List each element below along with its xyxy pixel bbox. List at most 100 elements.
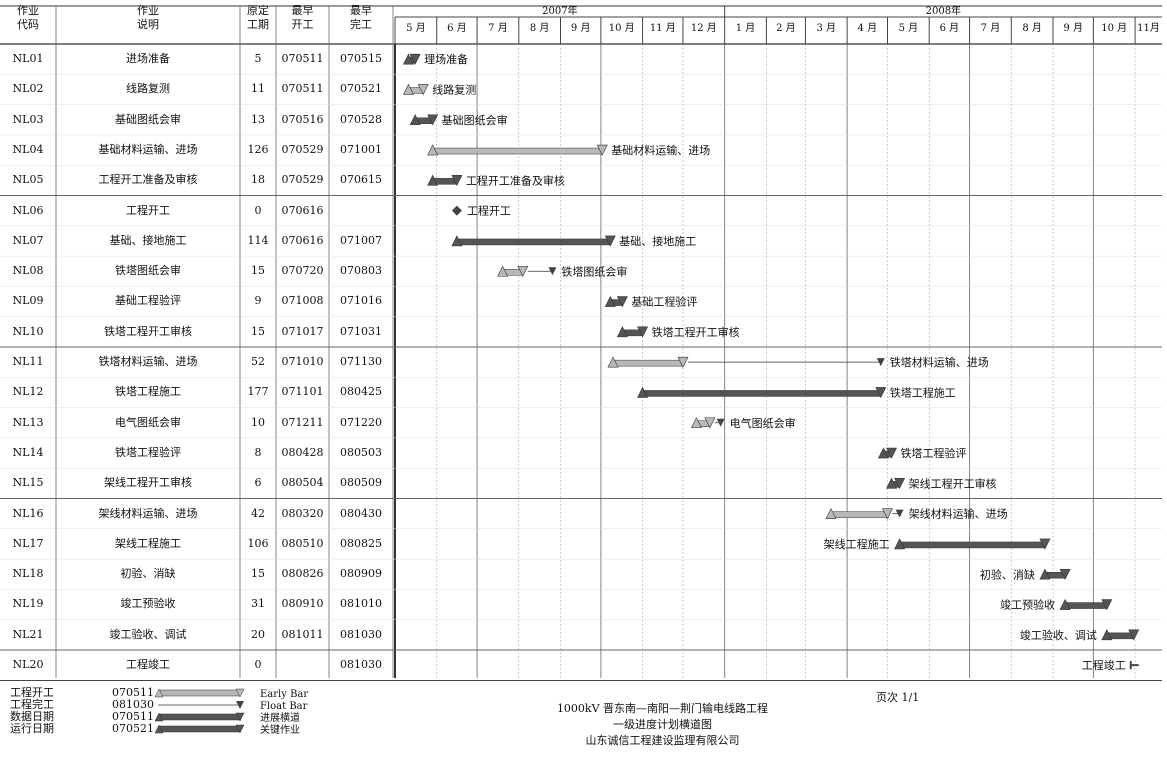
task-early-start: 071017 [281, 324, 324, 338]
footer-info-label: 数据日期 [10, 710, 54, 723]
bar-start-marker [497, 265, 509, 277]
bar-label: 基础图纸会审 [442, 113, 508, 127]
month-label: 1 月 [736, 22, 756, 34]
table-row: NL15 架线工程开工审核 6 080504 080509 [0, 468, 393, 498]
task-code: NL12 [12, 385, 44, 399]
bar-label: 线路复测 [432, 82, 476, 96]
footer-info-value: 070511 [112, 710, 154, 723]
task-description: 基础图纸会审 [115, 112, 181, 126]
report-title-line-3: 山东诚信工程建设监理有限公司 [585, 734, 740, 747]
gantt-bar [414, 117, 433, 124]
bar-end-marker [886, 447, 898, 459]
task-description: 进场准备 [126, 52, 170, 65]
task-code: NL17 [12, 536, 44, 550]
task-early-start: 070516 [281, 112, 324, 126]
task-early-start: 070529 [281, 173, 324, 187]
gantt-bar [408, 87, 424, 94]
task-early-start: 080504 [281, 476, 324, 490]
task-description: 工程竣工 [126, 658, 170, 671]
task-description: 工程开工准备及审核 [98, 173, 198, 187]
bar-end-marker [677, 356, 689, 368]
table-row: NL16 架线材料运输、进场 42 080320 080430 [0, 499, 393, 529]
task-early-finish: 080430 [340, 506, 382, 520]
gantt-bar [899, 541, 1046, 549]
task-early-finish: 081010 [340, 597, 382, 611]
year-label: 2007年 [542, 4, 577, 17]
bar-label: 竣工验收、调试 [1020, 628, 1097, 642]
task-duration: 177 [247, 385, 269, 399]
task-code: NL01 [12, 52, 44, 65]
month-label: 3 月 [816, 22, 836, 34]
task-code: NL15 [12, 476, 44, 490]
task-duration: 9 [254, 294, 262, 308]
bar-end-marker [604, 235, 616, 247]
bar-label: 竣工预验收 [1000, 598, 1055, 612]
report-title-line-1: 1000kV 晋东南—南阳—荆门输电线路工程 [556, 702, 769, 715]
gantt-bar [891, 481, 900, 488]
table-row: NL08 铁塔图纸会审 15 070720 070803 [0, 256, 393, 286]
task-description: 铁塔工程施工 [115, 385, 181, 399]
task-early-start: 080510 [281, 536, 324, 550]
bar-label: 工程开工 [467, 205, 511, 218]
bar-label: 铁塔材料运输、进场 [890, 355, 989, 369]
bar-end-marker [1101, 599, 1113, 611]
task-code: NL14 [12, 445, 44, 459]
bar-start-marker [825, 507, 837, 519]
task-duration: 11 [251, 82, 265, 96]
legend-swatch [159, 689, 241, 697]
header-early-finish: 最早 完工 [350, 4, 372, 31]
legend-label: 关键作业 [260, 723, 300, 736]
bar-end-marker [882, 508, 893, 520]
gantt-bar [612, 359, 684, 367]
bar-start-marker [637, 386, 649, 398]
header-code: 作业 代码 [17, 4, 39, 31]
year-label: 2008年 [926, 4, 961, 17]
task-early-finish: 081030 [340, 627, 382, 641]
legend-swatch-end [236, 701, 244, 709]
table-row: NL11 铁塔材料运输、进场 52 071010 071130 [0, 347, 393, 377]
bar-label: 电气图纸会审 [730, 416, 796, 430]
bar-end-marker [409, 53, 421, 65]
task-duration: 8 [254, 445, 262, 459]
bar-start-marker [894, 538, 906, 550]
bar-start-marker [451, 235, 463, 247]
bar-end-marker [637, 326, 649, 338]
table-row: NL10 铁塔工程开工审核 15 071017 071031 [0, 317, 393, 347]
month-label: 12 月 [691, 22, 717, 34]
legend-swatch [159, 713, 241, 721]
task-code: NL16 [12, 506, 44, 520]
task-description: 基础工程验评 [115, 294, 181, 308]
month-label: 9 月 [571, 22, 591, 34]
bar-start-marker [1059, 598, 1071, 610]
legend-swatch-end [235, 724, 245, 734]
table-row: NL04 基础材料运输、进场 126 070529 071001 [0, 135, 393, 165]
task-code: NL18 [12, 567, 44, 581]
table-row: NL20 工程竣工 0 081030 [0, 650, 393, 680]
table-row: NL12 铁塔工程施工 177 071101 080425 [0, 377, 393, 407]
legend-swatch [159, 725, 241, 733]
table-row: NL18 初验、消缺 15 080826 080909 [0, 559, 393, 589]
gantt-bar [883, 450, 892, 458]
task-early-start: 080320 [281, 506, 324, 520]
legend-swatch-start [154, 724, 164, 734]
task-early-start: 070720 [281, 264, 324, 278]
bar-start-marker [690, 417, 702, 429]
bar-end-marker [875, 387, 887, 399]
bar-end-marker [1128, 629, 1140, 641]
task-duration: 5 [254, 52, 262, 65]
task-duration: 15 [251, 324, 265, 338]
legend-swatch-end [235, 688, 245, 698]
gantt-bar [696, 420, 711, 427]
table-row: NL02 线路复测 11 070511 070521 [0, 74, 393, 104]
task-description: 竣工预验收 [120, 597, 176, 611]
page-number: 页次 1/1 [876, 691, 920, 704]
footer-info-label: 工程完工 [10, 698, 54, 711]
task-code: NL11 [12, 355, 44, 368]
bar-end-marker [596, 144, 608, 156]
task-early-finish: 071016 [340, 294, 382, 308]
task-duration: 0 [254, 658, 262, 671]
legend-label: Float Bar [260, 701, 308, 712]
bar-start-marker [1101, 629, 1113, 641]
float-end-marker [716, 418, 725, 427]
task-duration: 126 [247, 142, 269, 156]
